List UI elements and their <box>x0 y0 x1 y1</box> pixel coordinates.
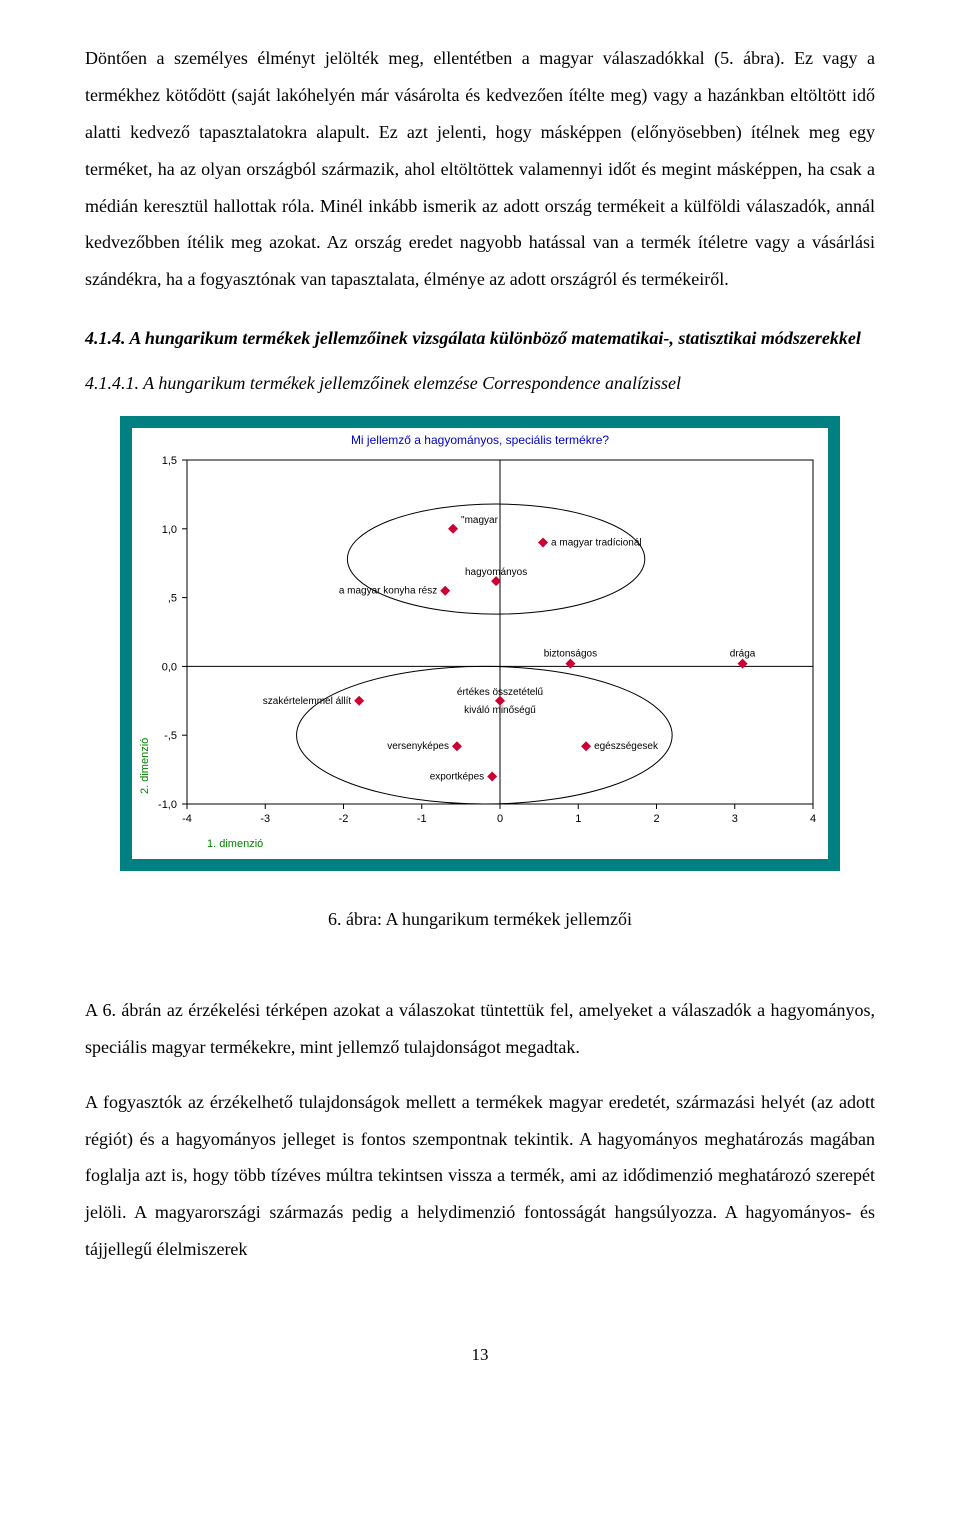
svg-text:-2: -2 <box>339 813 349 825</box>
body-paragraph-3: A fogyasztók az érzékelhető tulajdonságo… <box>85 1084 875 1268</box>
svg-text:1,0: 1,0 <box>162 524 177 536</box>
svg-text:-1: -1 <box>417 813 427 825</box>
svg-text:exportképes: exportképes <box>430 771 484 782</box>
svg-text:3: 3 <box>732 813 738 825</box>
svg-text:biztonságos: biztonságos <box>544 649 597 660</box>
body-paragraph-2: A 6. ábrán az érzékelési térképen azokat… <box>85 992 875 1066</box>
svg-text:drága: drága <box>730 649 756 660</box>
svg-text:0: 0 <box>497 813 503 825</box>
svg-text:1,5: 1,5 <box>162 455 177 467</box>
svg-text:egészségesek: egészségesek <box>594 741 659 752</box>
svg-text:szakértelemmel állít: szakértelemmel állít <box>263 696 352 707</box>
figure-6-container: Mi jellemző a hagyományos, speciális ter… <box>85 416 875 974</box>
svg-text:0,0: 0,0 <box>162 661 177 673</box>
svg-text:kiváló minőségű: kiváló minőségű <box>464 705 536 716</box>
body-paragraph-1: Döntően a személyes élményt jelölték meg… <box>85 40 875 298</box>
svg-text:-3: -3 <box>260 813 270 825</box>
figure-6-chart: Mi jellemző a hagyományos, speciális ter… <box>132 428 828 859</box>
figure-6-frame: Mi jellemző a hagyományos, speciális ter… <box>120 416 840 871</box>
svg-text:hagyományos: hagyományos <box>465 567 527 578</box>
svg-text:-,5: -,5 <box>164 730 177 742</box>
svg-text:1. dimenzió: 1. dimenzió <box>207 838 263 850</box>
svg-text:1: 1 <box>575 813 581 825</box>
svg-text:-1,0: -1,0 <box>158 799 177 811</box>
svg-text:4: 4 <box>810 813 816 825</box>
svg-text:Mi jellemző a hagyományos, spe: Mi jellemző a hagyományos, speciális ter… <box>351 433 609 447</box>
figure-6-caption: 6. ábra: A hungarikum termékek jellemzői <box>328 901 632 938</box>
svg-text:versenyképes: versenyképes <box>387 741 449 752</box>
subsection-heading-4-1-4-1: 4.1.4.1. A hungarikum termékek jellemzői… <box>85 365 875 402</box>
svg-text:,5: ,5 <box>168 593 177 605</box>
svg-text:2: 2 <box>653 813 659 825</box>
svg-text:a magyar konyha rész: a magyar konyha rész <box>339 586 437 597</box>
svg-text:a magyar tradícionál: a magyar tradícionál <box>551 538 642 549</box>
svg-text:"magyar: "magyar <box>461 515 499 526</box>
page-number: 13 <box>85 1338 875 1373</box>
svg-text:2. dimenzió: 2. dimenzió <box>139 738 151 794</box>
svg-text:értékes összetételű: értékes összetételű <box>457 687 544 698</box>
section-heading-4-1-4: 4.1.4. A hungarikum termékek jellemzőine… <box>85 320 875 357</box>
svg-text:-4: -4 <box>182 813 192 825</box>
